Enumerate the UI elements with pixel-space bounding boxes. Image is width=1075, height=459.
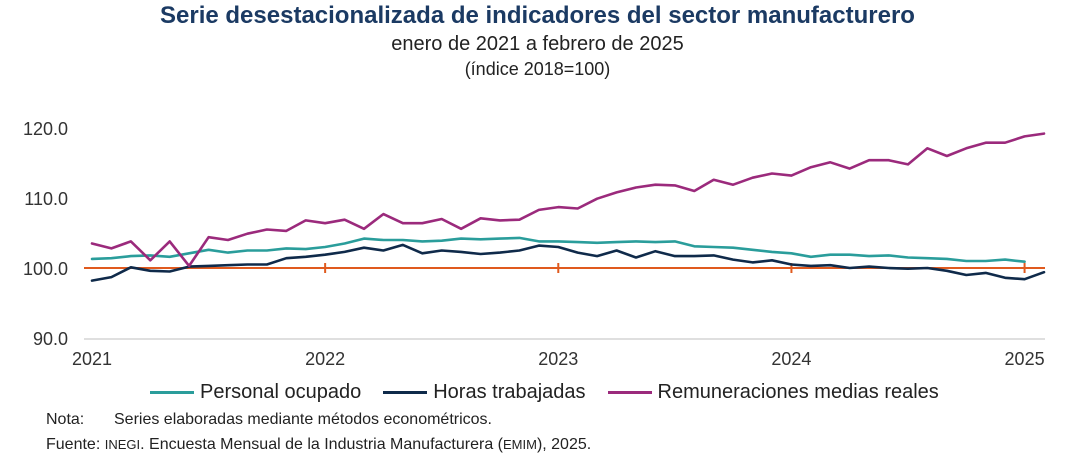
footnote-fuente-label: Fuente:: [46, 436, 101, 453]
x-tick-label: 2022: [305, 349, 345, 369]
series-line-personal-ocupado: [90, 236, 1026, 264]
x-tick-label: 2025: [1005, 349, 1045, 369]
chart-subtitle: enero de 2021 a febrero de 2025: [391, 33, 684, 55]
legend-item-personal: Personal ocupado: [150, 381, 361, 404]
legend-item-horas: Horas trabajadas: [383, 381, 586, 404]
x-tick-label: 2023: [538, 349, 578, 369]
series-line-horas-trabajadas: [90, 243, 1046, 282]
footnote-fuente-abbr: EMIM: [502, 437, 537, 452]
chart-unit: (índice 2018=100): [464, 59, 611, 79]
footnote-fuente: Fuente: INEGI. Encuesta Mensual de la In…: [46, 436, 591, 454]
footnote-fuente-text2: ), 2025.: [536, 436, 592, 453]
x-axis: 2021 2022 2023 2024 2025: [72, 338, 1045, 369]
footnote-nota: Nota: Series elaboradas mediante métodos …: [46, 411, 492, 429]
legend-label-horas: Horas trabajadas: [433, 381, 586, 403]
footnote-fuente-text1: . Encuesta Mensual de la Industria Manuf…: [140, 436, 503, 453]
legend-swatch-remuneraciones: [607, 391, 652, 394]
footnote-fuente-org: INEGI: [104, 437, 141, 452]
series-line-remuneraciones: [90, 132, 1046, 268]
legend-label-remuneraciones: Remuneraciones medias reales: [657, 381, 939, 403]
legend-swatch-personal: [150, 391, 194, 394]
chart-title: Serie desestacionalizada de indicadores …: [160, 2, 915, 29]
legend-item-remuneraciones: Remuneraciones medias reales: [607, 381, 939, 404]
footnote-nota-text: Series elaboradas mediante métodos econo…: [114, 411, 492, 428]
legend-swatch-horas: [383, 391, 428, 394]
legend-label-personal: Personal ocupado: [200, 381, 362, 403]
y-tick-label: 120.0: [23, 119, 68, 139]
x-tick-label: 2021: [72, 349, 112, 369]
y-tick-label: 110.0: [24, 189, 68, 209]
legend: Personal ocupado Horas trabajadas Remune…: [150, 381, 939, 404]
y-tick-label: 100.0: [23, 259, 68, 279]
series-lines: [90, 132, 1046, 282]
y-tick-label: 90.0: [33, 329, 68, 349]
x-tick-label: 2024: [771, 349, 811, 369]
y-axis: 90.0 100.0 110.0 120.0: [23, 119, 68, 349]
footnote-nota-label: Nota:: [46, 411, 85, 428]
